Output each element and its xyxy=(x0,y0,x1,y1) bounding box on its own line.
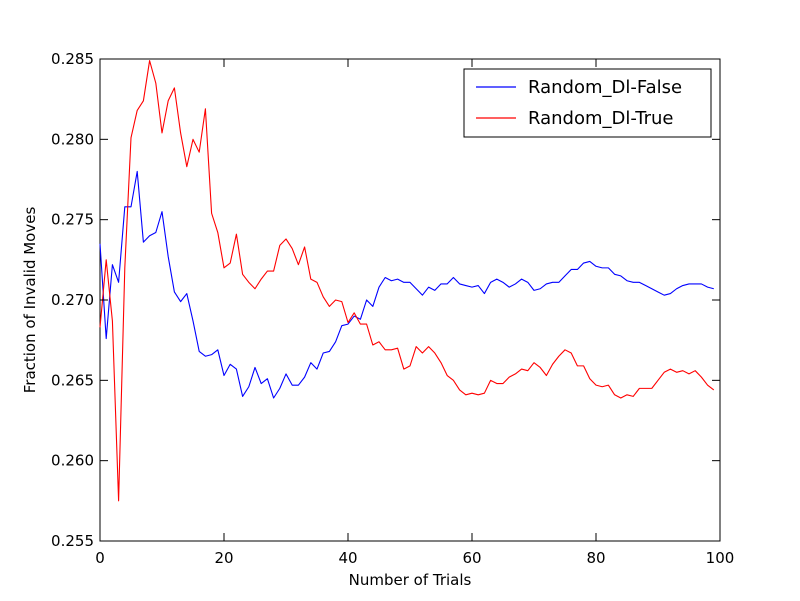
x-tick-label: 40 xyxy=(338,549,357,567)
legend-label: Random_Dl-False xyxy=(528,77,682,98)
x-tick-label: 100 xyxy=(706,549,735,567)
y-tick-label: 0.255 xyxy=(51,532,94,550)
plot-area xyxy=(99,58,721,542)
legend: Random_Dl-False Random_Dl-True xyxy=(463,68,712,138)
series-line-random-dl-true xyxy=(99,60,715,502)
x-axis-ticks: 0 20 40 60 80 100 xyxy=(95,59,734,567)
series-layer xyxy=(99,60,715,502)
y-tick-label: 0.285 xyxy=(51,50,94,68)
legend-label: Random_Dl-True xyxy=(528,108,673,129)
y-axis-ticks: 0.255 0.260 0.265 0.270 0.275 0.280 0.285 xyxy=(51,50,720,550)
x-tick-label: 20 xyxy=(214,549,233,567)
x-tick-label: 60 xyxy=(462,549,481,567)
y-tick-label: 0.275 xyxy=(51,211,94,229)
y-tick-label: 0.280 xyxy=(51,130,94,148)
y-tick-label: 0.265 xyxy=(51,371,94,389)
y-axis-label: Fraction of Invalid Moves xyxy=(21,207,39,394)
legend-box xyxy=(463,68,712,138)
x-tick-label: 80 xyxy=(586,549,605,567)
y-tick-label: 0.270 xyxy=(51,291,94,309)
series-line-random-dl-false xyxy=(99,170,714,399)
plot-frame xyxy=(99,58,721,542)
x-tick-label: 0 xyxy=(95,549,105,567)
x-axis-label: Number of Trials xyxy=(349,571,472,589)
y-tick-label: 0.260 xyxy=(51,452,94,470)
